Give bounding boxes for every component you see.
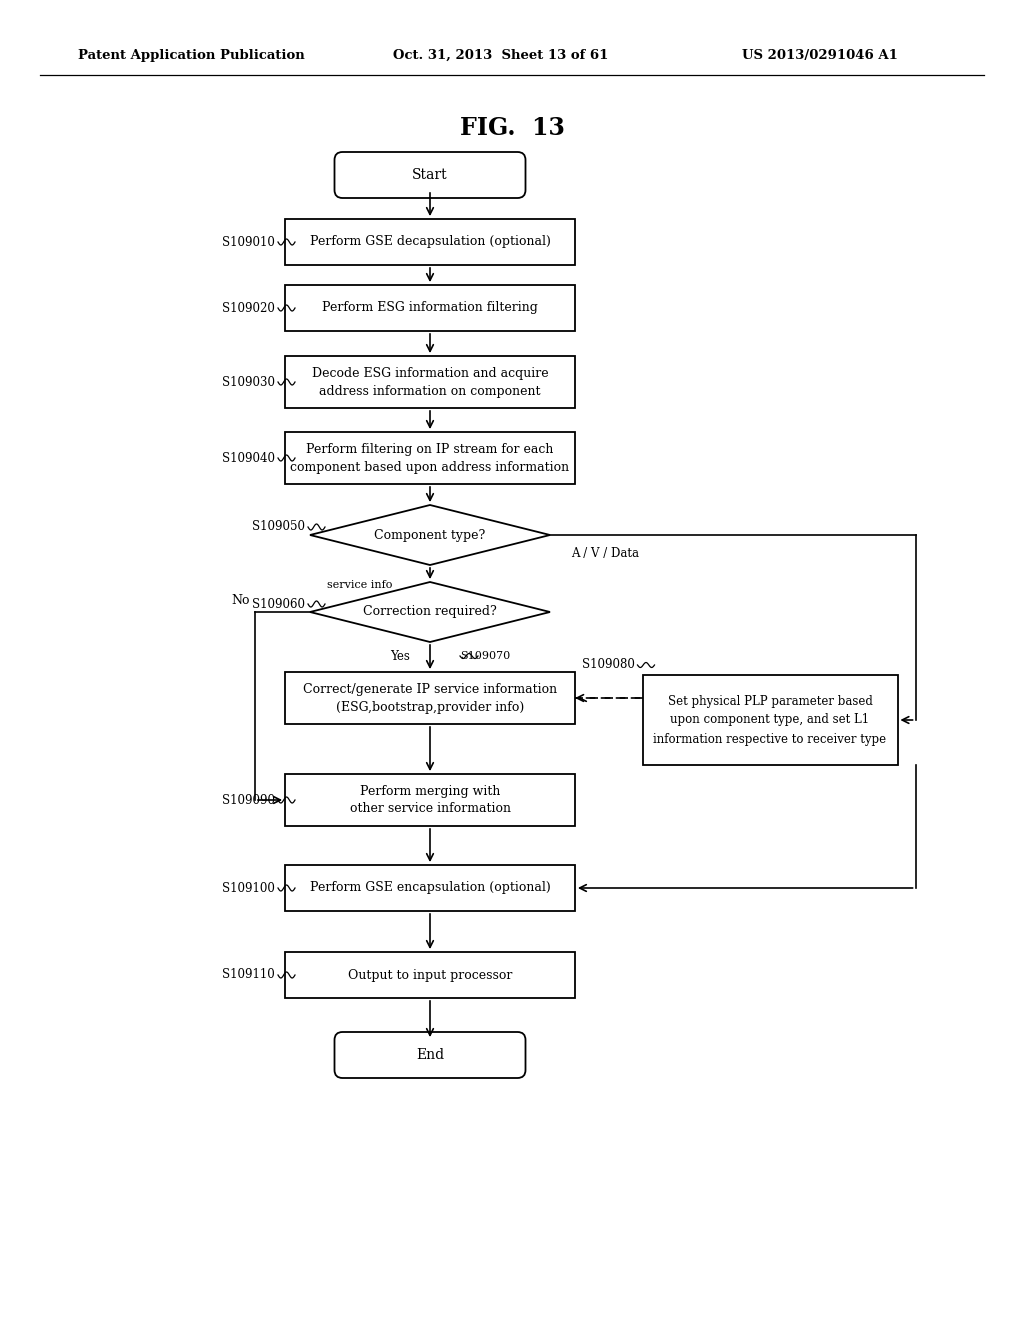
Text: US 2013/0291046 A1: US 2013/0291046 A1 [742, 49, 898, 62]
FancyBboxPatch shape [335, 1032, 525, 1078]
Text: Correction required?: Correction required? [364, 606, 497, 619]
Text: Yes: Yes [390, 649, 410, 663]
Text: No: No [231, 594, 250, 606]
Polygon shape [310, 582, 550, 642]
Text: S109080: S109080 [582, 659, 635, 672]
Text: A / V / Data: A / V / Data [571, 546, 639, 560]
Text: S109010: S109010 [222, 235, 275, 248]
Bar [285, 356, 575, 408]
Bar [285, 219, 575, 265]
Text: Correct/generate IP service information
(ESG,bootstrap,provider info): Correct/generate IP service information … [303, 682, 557, 714]
Text: Start: Start [413, 168, 447, 182]
Text: S109060: S109060 [252, 598, 305, 610]
Text: S109030: S109030 [222, 375, 275, 388]
Text: Perform GSE decapsulation (optional): Perform GSE decapsulation (optional) [309, 235, 551, 248]
FancyBboxPatch shape [335, 152, 525, 198]
Text: S109100: S109100 [222, 882, 275, 895]
Text: FIG.  13: FIG. 13 [460, 116, 564, 140]
Bar [285, 285, 575, 331]
Bar [285, 432, 575, 484]
Bar [285, 865, 575, 911]
Text: S109050: S109050 [252, 520, 305, 533]
Bar [642, 675, 897, 766]
Bar [285, 774, 575, 826]
Text: S109020: S109020 [222, 301, 275, 314]
Text: Decode ESG information and acquire
address information on component: Decode ESG information and acquire addre… [311, 367, 548, 397]
Text: Component type?: Component type? [375, 528, 485, 541]
Text: Perform filtering on IP stream for each
component based upon address information: Perform filtering on IP stream for each … [291, 442, 569, 474]
Text: service info: service info [328, 579, 392, 590]
Text: Perform ESG information filtering: Perform ESG information filtering [323, 301, 538, 314]
Text: Patent Application Publication: Patent Application Publication [78, 49, 305, 62]
Bar [285, 952, 575, 998]
Text: Output to input processor: Output to input processor [348, 969, 512, 982]
Text: S109040: S109040 [222, 451, 275, 465]
Text: Perform GSE encapsulation (optional): Perform GSE encapsulation (optional) [309, 882, 550, 895]
Text: Oct. 31, 2013  Sheet 13 of 61: Oct. 31, 2013 Sheet 13 of 61 [393, 49, 608, 62]
Text: End: End [416, 1048, 444, 1063]
Text: S109110: S109110 [222, 969, 275, 982]
Text: Perform merging with
other service information: Perform merging with other service infor… [349, 784, 511, 816]
Text: Set physical PLP parameter based
upon component type, and set L1
information res: Set physical PLP parameter based upon co… [653, 694, 887, 746]
Polygon shape [310, 506, 550, 565]
Bar [285, 672, 575, 723]
Text: S109090: S109090 [222, 793, 275, 807]
Text: S109070: S109070 [460, 651, 510, 661]
